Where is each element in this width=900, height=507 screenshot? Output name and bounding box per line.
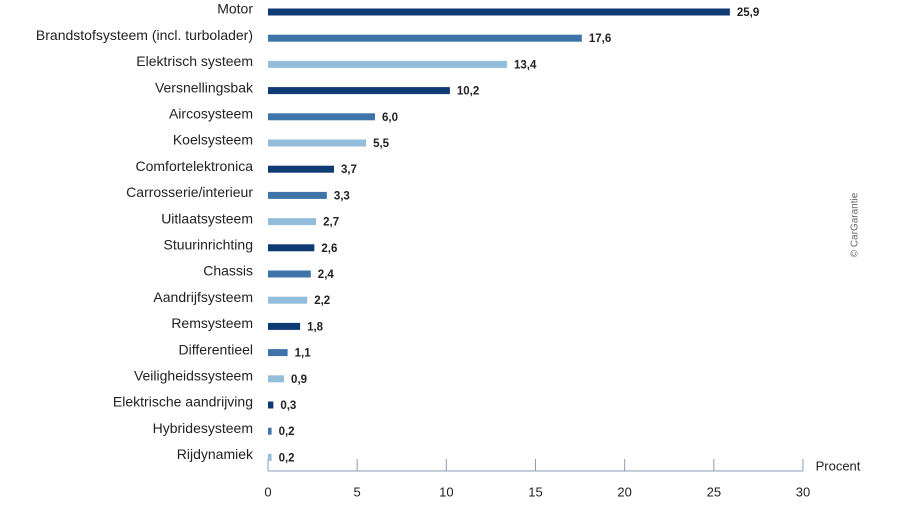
category-label: Motor [217, 1, 253, 17]
value-label: 0,3 [280, 400, 296, 412]
category-label: Stuurinrichting [164, 237, 254, 253]
value-label: 13,4 [514, 59, 537, 71]
bar [268, 322, 301, 330]
bar [268, 375, 285, 383]
category-label: Brandstofsysteem (incl. turbolader) [36, 27, 253, 43]
bar [268, 139, 367, 147]
x-tick-label: 5 [354, 484, 361, 499]
category-label: Koelsysteem [173, 132, 253, 148]
bar [268, 191, 327, 199]
bar [268, 453, 272, 461]
category-label: Differentieel [179, 341, 253, 357]
value-label: 3,7 [341, 164, 357, 176]
value-label: 1,1 [295, 348, 312, 360]
category-label: Elektrische aandrijving [113, 394, 253, 410]
value-label: 0,2 [279, 452, 295, 464]
bar [268, 349, 288, 357]
bar [268, 401, 274, 409]
bar [268, 60, 507, 68]
bar [268, 8, 730, 16]
bar [268, 165, 334, 173]
value-label: 17,6 [589, 33, 611, 45]
value-label: 5,5 [373, 138, 390, 150]
bar [268, 270, 311, 278]
bar [268, 34, 582, 42]
value-label: 2,4 [318, 269, 335, 281]
bar [268, 218, 317, 226]
x-tick-label: 0 [264, 484, 271, 499]
x-tick-label: 30 [796, 484, 810, 499]
bar [268, 244, 315, 252]
value-label: 10,2 [457, 86, 479, 98]
value-label: 1,8 [307, 321, 324, 333]
category-label: Comfortelektronica [136, 158, 254, 174]
category-label: Chassis [203, 263, 253, 279]
x-tick-label: 20 [617, 484, 631, 499]
value-label: 2,2 [314, 295, 330, 307]
x-tick-label: 25 [707, 484, 721, 499]
category-label: Hybridesysteem [153, 420, 253, 436]
category-label: Uitlaatsysteem [161, 210, 253, 226]
credit: © CarGarantie [850, 192, 861, 257]
value-label: 0,2 [279, 426, 295, 438]
category-label: Veiligheidssysteem [134, 368, 253, 384]
x-tick-label: 15 [528, 484, 542, 499]
bar [268, 113, 375, 121]
x-tick-label: 10 [439, 484, 453, 499]
category-label: Rijdynamiek [177, 446, 254, 462]
category-label: Aandrijfsysteem [153, 289, 253, 305]
value-label: 6,0 [382, 112, 398, 124]
value-label: 0,9 [291, 374, 307, 386]
value-label: 25,9 [737, 7, 759, 19]
bar [268, 87, 450, 95]
category-label: Aircosysteem [169, 106, 253, 122]
x-axis-label: Procent [816, 458, 861, 473]
bar [268, 296, 308, 304]
value-label: 2,7 [323, 217, 339, 229]
category-label: Remsysteem [171, 315, 253, 331]
value-label: 3,3 [334, 190, 350, 202]
bar [268, 427, 272, 435]
category-label: Carrosserie/interieur [126, 184, 253, 200]
category-label: Elektrisch systeem [136, 53, 253, 69]
category-label: Versnellingsbak [155, 79, 254, 95]
value-label: 2,6 [321, 243, 337, 255]
